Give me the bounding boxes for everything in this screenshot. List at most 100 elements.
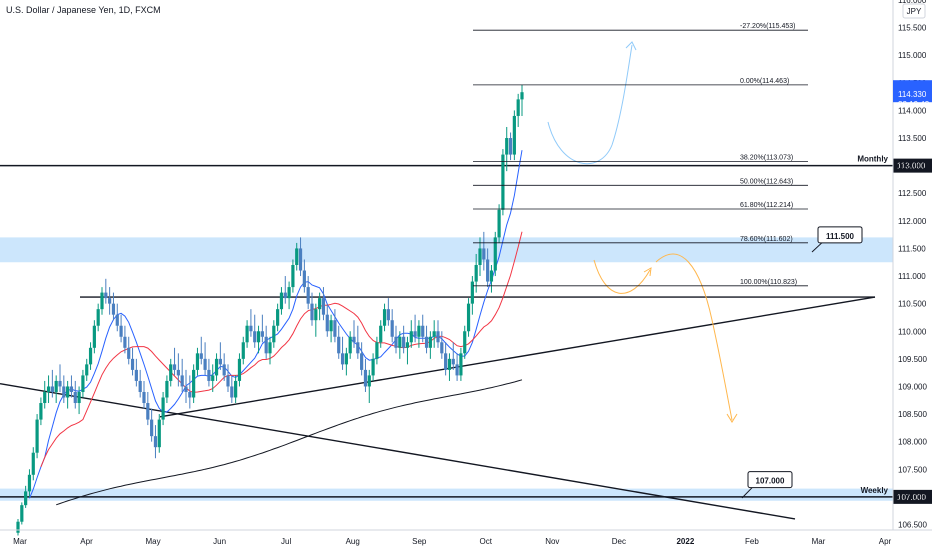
bullish-projection-arrow xyxy=(547,44,633,165)
candle-body xyxy=(20,505,24,522)
candle-body xyxy=(325,314,329,332)
candle-body xyxy=(260,331,264,337)
candle-body xyxy=(482,248,486,260)
price-tick-label: 109.000 xyxy=(898,382,927,391)
candle-body xyxy=(127,347,131,359)
callout-label: 107.000 xyxy=(756,477,785,486)
time-tick-label: May xyxy=(146,537,161,546)
candle-body xyxy=(211,375,215,381)
price-tick-label: 111.500 xyxy=(898,244,926,253)
last-price-value: 114.330 xyxy=(898,90,927,99)
fib-level-label: 78.60%(111.602) xyxy=(740,236,793,243)
chart-title: U.S. Dollar / Japanese Yen, 1D, FXCM xyxy=(6,5,161,15)
candle-body xyxy=(142,391,146,404)
candle-body xyxy=(237,358,242,381)
candle-body xyxy=(241,342,245,359)
bearish-projection-arrow xyxy=(655,253,733,421)
candle-body xyxy=(268,342,272,354)
candle-body xyxy=(337,336,341,354)
candle-body xyxy=(398,336,402,348)
time-tick-label: Jun xyxy=(213,537,226,546)
candles-layer xyxy=(16,84,524,536)
key-level-label: Monthly xyxy=(857,155,888,164)
candle-body xyxy=(417,325,421,337)
time-tick-label: Sep xyxy=(412,537,427,546)
candle-body xyxy=(234,380,238,398)
candle-body xyxy=(16,521,20,533)
candle-body xyxy=(88,347,93,365)
projection-arrows xyxy=(547,41,738,423)
candle-body xyxy=(81,375,85,392)
candle-body xyxy=(501,154,505,210)
candle-body xyxy=(405,342,410,348)
candle-body xyxy=(153,436,158,448)
candle-body xyxy=(50,386,54,392)
candle-body xyxy=(283,292,287,299)
candle-body xyxy=(302,270,306,288)
candle-body xyxy=(287,287,291,299)
last-price-tag: 114.330 22:19:43 xyxy=(893,80,932,109)
candle-body xyxy=(180,375,184,387)
candle-body xyxy=(203,358,207,370)
candle-body xyxy=(150,419,154,437)
candle-body xyxy=(295,248,299,265)
price-tick-label: 115.000 xyxy=(898,51,927,60)
retest-projection-arrow xyxy=(593,259,651,294)
candle-body xyxy=(413,331,417,337)
candle-body xyxy=(119,325,123,337)
time-tick-label: 2022 xyxy=(676,537,694,546)
time-tick-label: Jul xyxy=(281,537,291,546)
price-tick-label: 109.500 xyxy=(898,355,927,364)
countdown-timer: 22:19:43 xyxy=(898,100,930,109)
bearish-arrowhead xyxy=(726,413,738,423)
price-tick-label: 116.000 xyxy=(898,0,927,5)
ma-fast-line xyxy=(29,150,523,499)
candle-body xyxy=(207,369,211,381)
retest-arrowhead xyxy=(643,267,652,277)
candle-body xyxy=(497,209,501,238)
candle-body xyxy=(104,292,108,299)
candle-body xyxy=(298,248,303,271)
fib-level-label: 38.20%(113.073) xyxy=(740,155,793,162)
candle-body xyxy=(367,375,371,387)
descending-trendline xyxy=(0,383,796,520)
candle-body xyxy=(508,138,513,155)
candle-body xyxy=(390,320,394,337)
candle-body xyxy=(432,331,436,337)
price-tick-label: 113.000 xyxy=(898,162,927,171)
candle-body xyxy=(470,281,474,304)
candle-body xyxy=(123,336,127,348)
candle-body xyxy=(344,353,348,365)
price-tick-label: 110.000 xyxy=(898,327,927,336)
candle-body xyxy=(463,331,467,354)
candle-body xyxy=(436,331,440,343)
candle-body xyxy=(478,248,482,265)
candle-body xyxy=(195,353,200,370)
candle-body xyxy=(176,369,180,376)
callout-box xyxy=(817,226,863,244)
candle-body xyxy=(318,298,322,310)
ma-slow-line xyxy=(56,379,523,506)
candle-body xyxy=(58,380,62,387)
candle-body xyxy=(489,270,494,282)
candle-body xyxy=(46,386,51,392)
candle-body xyxy=(165,380,169,398)
candle-body xyxy=(360,353,364,370)
price-tick-label: 115.500 xyxy=(898,24,927,33)
candle-body xyxy=(321,298,326,315)
candle-body xyxy=(100,292,104,310)
candle-body xyxy=(62,386,66,398)
candle-body xyxy=(77,391,81,404)
candle-body xyxy=(27,474,32,492)
key-level-axis-label: 113.000 xyxy=(897,162,926,171)
currency-badge: JPY xyxy=(902,3,926,19)
candle-body xyxy=(188,391,192,398)
key-level-label: Weekly xyxy=(861,486,889,495)
candle-body xyxy=(310,303,314,321)
candle-body xyxy=(130,358,135,370)
price-tick-label: 108.000 xyxy=(898,438,927,447)
candle-body xyxy=(386,309,390,321)
candle-body xyxy=(451,358,455,365)
